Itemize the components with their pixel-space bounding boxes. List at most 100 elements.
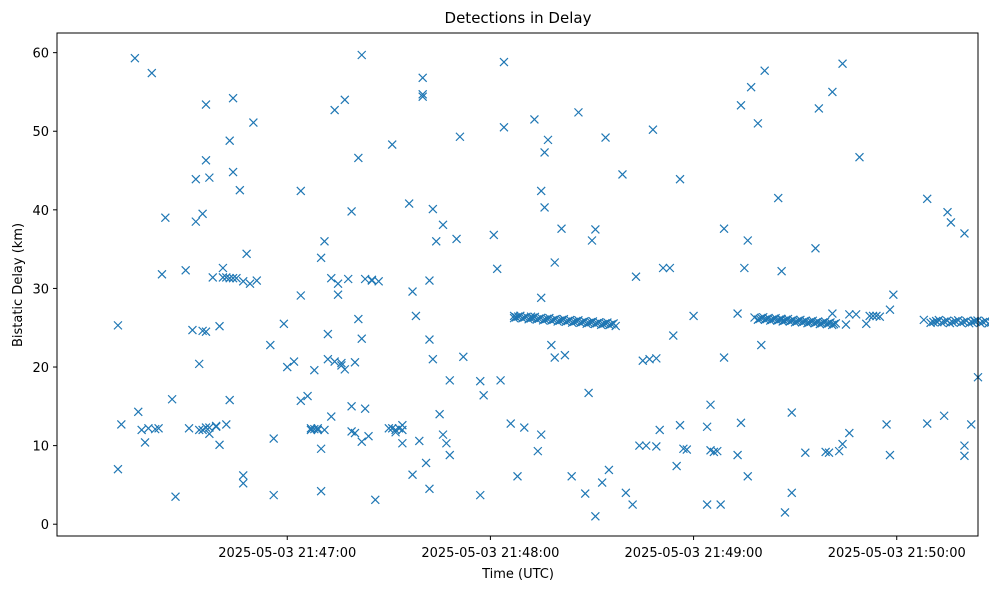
data-point xyxy=(546,340,556,350)
data-point xyxy=(316,253,326,263)
data-point xyxy=(628,500,638,509)
data-point xyxy=(550,353,560,363)
data-point xyxy=(201,155,211,165)
data-point xyxy=(438,430,448,440)
x-axis: 2025-05-03 21:47:00 2025-05-03 21:48:00 20… xyxy=(218,536,966,561)
data-point xyxy=(855,152,864,162)
data-point xyxy=(353,314,363,324)
data-point xyxy=(827,309,837,319)
data-point xyxy=(228,167,238,177)
data-point xyxy=(590,225,600,234)
y-tick-label: 30 xyxy=(32,282,49,297)
data-point xyxy=(743,471,753,481)
data-point xyxy=(651,441,661,451)
data-point xyxy=(357,50,367,60)
data-point xyxy=(387,140,397,150)
data-point xyxy=(215,440,224,450)
data-point xyxy=(204,173,214,183)
data-point xyxy=(289,357,299,366)
data-point xyxy=(347,401,357,411)
data-point xyxy=(201,423,211,432)
data-point xyxy=(787,488,797,498)
data-point xyxy=(922,194,932,204)
data-point xyxy=(425,484,434,494)
data-point xyxy=(780,507,790,517)
data-point xyxy=(201,327,211,337)
data-point xyxy=(964,318,974,328)
data-point xyxy=(330,105,340,115)
data-point xyxy=(397,438,407,448)
data-point xyxy=(333,279,343,289)
data-point xyxy=(326,412,336,421)
data-point xyxy=(421,458,431,468)
data-point xyxy=(458,352,468,362)
data-point xyxy=(530,115,539,124)
data-point xyxy=(682,445,692,454)
data-point xyxy=(712,446,722,456)
data-point xyxy=(966,419,976,429)
data-point xyxy=(238,276,248,286)
data-point xyxy=(601,133,610,142)
data-point xyxy=(597,478,607,487)
data-point xyxy=(154,423,164,433)
data-point xyxy=(191,217,201,227)
data-point xyxy=(137,425,147,435)
data-point xyxy=(739,263,749,273)
data-point xyxy=(171,492,180,502)
data-point xyxy=(404,199,414,208)
data-point xyxy=(756,340,766,350)
y-tick-label: 0 xyxy=(41,518,49,533)
data-point xyxy=(215,321,224,331)
data-point xyxy=(937,318,947,327)
data-point xyxy=(978,317,988,327)
data-point xyxy=(279,319,289,329)
data-point xyxy=(567,471,577,481)
data-point xyxy=(435,409,445,419)
data-point xyxy=(411,311,421,321)
data-point xyxy=(618,170,627,179)
y-tick-label: 60 xyxy=(32,47,49,62)
y-tick-label: 50 xyxy=(32,125,49,140)
data-point xyxy=(838,439,847,449)
data-point xyxy=(943,207,952,217)
data-point xyxy=(672,461,682,471)
x-axis-label: Time (UTC) xyxy=(481,567,554,582)
x-tick-label: 2025-05-03 21:49:00 xyxy=(625,546,763,561)
data-point xyxy=(760,66,770,76)
data-point xyxy=(888,290,898,300)
data-point xyxy=(960,228,969,238)
y-tick-label: 40 xyxy=(32,204,49,219)
data-point xyxy=(225,395,235,405)
data-point xyxy=(922,419,932,429)
data-point xyxy=(506,419,516,429)
data-point xyxy=(861,319,871,329)
data-point xyxy=(228,93,238,103)
data-point xyxy=(323,329,333,339)
data-point xyxy=(198,209,208,219)
data-point xyxy=(882,419,892,429)
data-point xyxy=(621,488,631,498)
data-point xyxy=(678,444,688,454)
data-point xyxy=(221,419,231,429)
data-point xyxy=(543,135,553,145)
data-point xyxy=(824,448,834,458)
data-point xyxy=(181,265,191,275)
data-point xyxy=(736,418,746,428)
data-point xyxy=(719,224,729,234)
data-point xyxy=(245,279,255,289)
data-point xyxy=(811,243,820,253)
data-point xyxy=(536,430,546,440)
data-point xyxy=(130,53,140,63)
data-point xyxy=(931,316,941,326)
data-point xyxy=(733,309,743,319)
data-point xyxy=(201,100,211,109)
data-point xyxy=(438,220,448,230)
data-point xyxy=(296,291,306,300)
data-point xyxy=(441,438,451,448)
data-point xyxy=(269,434,279,443)
data-point xyxy=(265,340,275,350)
data-point xyxy=(706,400,715,410)
data-point xyxy=(871,311,881,321)
data-point xyxy=(208,273,218,282)
data-point xyxy=(970,317,980,326)
